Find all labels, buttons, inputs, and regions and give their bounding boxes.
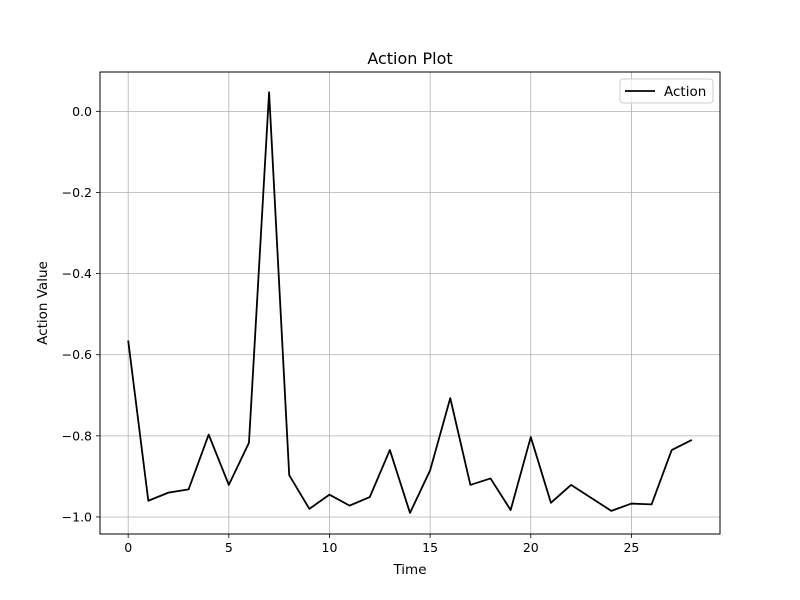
- y-axis-label: Action Value: [35, 261, 51, 345]
- y-tick-label: −0.4: [62, 266, 92, 281]
- y-tick-label: −0.6: [62, 347, 92, 362]
- y-tick-label: −0.2: [62, 185, 92, 200]
- x-tick-label: 10: [322, 540, 338, 555]
- x-tick-label: 5: [225, 540, 233, 555]
- x-tick-label: 0: [124, 540, 132, 555]
- legend-label-action: Action: [664, 84, 706, 100]
- y-tick-label: 0.0: [72, 104, 92, 119]
- ticks: 0 5 10 15 20 25 0.0 −0.2 −0.4 −0.6 −0.8 −1.0: [62, 104, 640, 555]
- grid: [100, 72, 720, 534]
- y-tick-label: −0.8: [62, 428, 92, 443]
- plot-frame: [99, 71, 721, 535]
- x-axis-label: Time: [392, 562, 426, 578]
- x-tick-label: 20: [523, 540, 539, 555]
- series-line-action: [127, 91, 693, 514]
- chart-title: Action Plot: [367, 49, 452, 68]
- legend-box: [619, 78, 714, 104]
- x-tick-label: 15: [422, 540, 438, 555]
- legend: Action: [619, 78, 714, 104]
- y-tick-label: −1.0: [62, 509, 92, 524]
- x-tick-label: 25: [623, 540, 639, 555]
- series-layer: [127, 91, 693, 514]
